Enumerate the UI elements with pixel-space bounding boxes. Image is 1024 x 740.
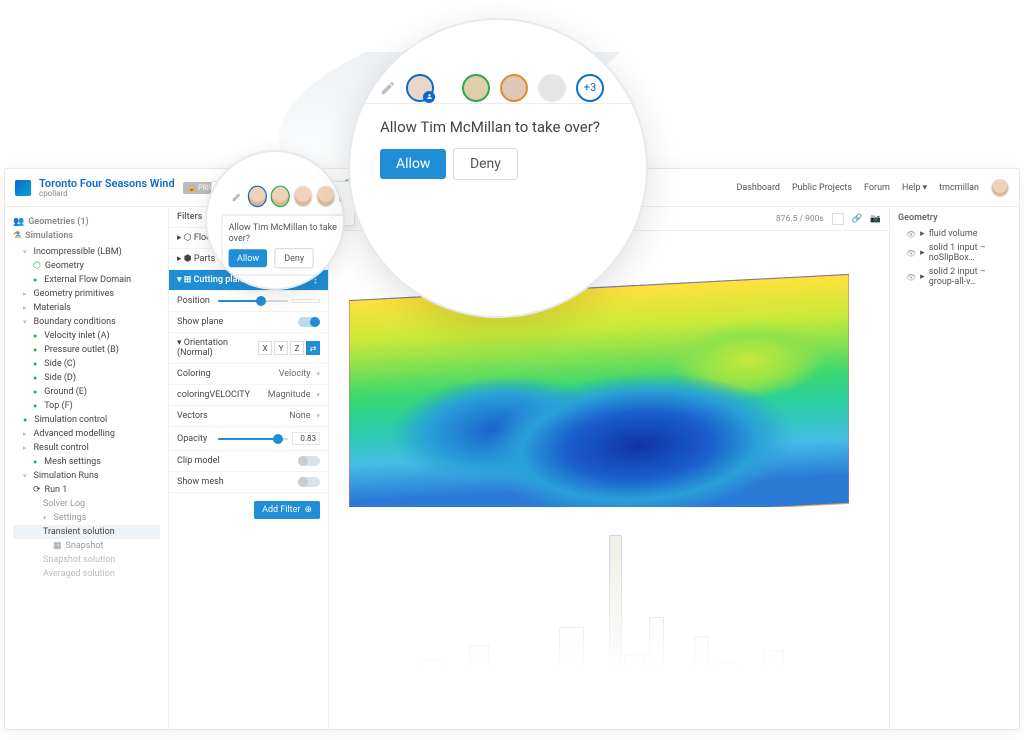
project-owner: cpollard xyxy=(39,189,175,198)
link-icon[interactable]: 🔗 xyxy=(852,214,863,224)
tree-runs[interactable]: Simulation Runs xyxy=(13,469,160,483)
nav-public-projects[interactable]: Public Projects xyxy=(792,183,852,193)
tree-solver-log[interactable]: Solver Log xyxy=(13,497,160,511)
row-clip-model: Clip model xyxy=(169,451,328,472)
tree-res-ctrl[interactable]: Result control xyxy=(13,441,160,455)
row-position: Position xyxy=(169,291,328,312)
tree-bc-f[interactable]: Top (F) xyxy=(13,399,160,413)
row-show-mesh: Show mesh xyxy=(169,472,328,493)
axis-z[interactable]: Z xyxy=(290,341,304,355)
tree-geometry[interactable]: ⬡ Geometry xyxy=(13,259,160,273)
add-filter-button[interactable]: Add Filter ⊕ xyxy=(254,501,320,519)
coloring-select[interactable]: Velocity xyxy=(279,369,320,379)
tree-bc-e[interactable]: Ground (E) xyxy=(13,385,160,399)
row-show-plane: Show plane xyxy=(169,312,328,333)
tree-transient[interactable]: Transient solution xyxy=(13,525,160,539)
tree-sim-control[interactable]: Simulation control xyxy=(13,413,160,427)
allow-button-large[interactable]: Allow xyxy=(380,149,446,179)
tree-bc-d[interactable]: Side (D) xyxy=(13,371,160,385)
row-vectors: VectorsNone xyxy=(169,406,328,427)
viewport-fade xyxy=(329,549,889,729)
tree-ext-flow[interactable]: External Flow Domain xyxy=(13,273,160,287)
app-logo[interactable] xyxy=(15,180,31,196)
mag-big-plus: +3 xyxy=(576,74,604,102)
mag-big-avatar-3 xyxy=(500,74,528,102)
position-slider[interactable] xyxy=(218,296,288,306)
cfd-cutting-plane xyxy=(349,274,849,530)
row-orientation: ▾ Orientation (Normal) X Y Z ⇄ xyxy=(169,333,328,364)
tree-adv-model[interactable]: Advanced modelling xyxy=(13,427,160,441)
top-nav: Dashboard Public Projects Forum Help ▾ t… xyxy=(736,179,1009,197)
tree-bc-b[interactable]: Pressure outlet (B) xyxy=(13,343,160,357)
mag-avatar-4 xyxy=(316,186,335,208)
camera-icon[interactable]: 📷 xyxy=(870,214,881,224)
show-plane-toggle[interactable] xyxy=(298,317,320,327)
mag-big-avatar-1 xyxy=(406,74,434,102)
geom-item-1[interactable]: ▸ fluid volume xyxy=(898,227,1011,241)
opacity-value[interactable]: 0.83 xyxy=(292,432,320,445)
mag-avatar-2 xyxy=(270,186,289,208)
edit-icon xyxy=(380,80,396,96)
geom-item-2[interactable]: ▸ solid 1 input – noSlipBox… xyxy=(898,241,1011,265)
tree-bc-a[interactable]: Velocity inlet (A) xyxy=(13,329,160,343)
tree-settings[interactable]: Settings xyxy=(13,511,160,525)
tree-geom-prim[interactable]: Geometry primitives xyxy=(13,287,160,301)
axis-y[interactable]: Y xyxy=(274,341,288,355)
mag-avatar-3 xyxy=(293,186,312,208)
show-mesh-toggle[interactable] xyxy=(298,477,320,487)
row-coloring-vel: coloringVELOCITYMagnitude xyxy=(169,385,328,406)
opacity-slider[interactable] xyxy=(218,434,288,444)
mag-big-avatar-4 xyxy=(538,74,566,102)
geometry-panel-title: Geometry xyxy=(898,213,1011,223)
nav-help[interactable]: Help ▾ xyxy=(902,183,927,193)
axis-buttons: X Y Z ⇄ xyxy=(258,341,320,355)
person-icon xyxy=(426,93,433,100)
tree-materials[interactable]: Materials xyxy=(13,301,160,315)
row-opacity: Opacity 0.83 xyxy=(169,427,328,451)
mag-avatar-1 xyxy=(247,186,266,208)
deny-button-large[interactable]: Deny xyxy=(453,148,518,180)
mag-small-question: Allow Tim McMillan to take over? xyxy=(229,222,345,244)
mag-small-deny: Deny xyxy=(275,248,314,268)
project-heading: Toronto Four Seasons Wind cpollard xyxy=(39,177,175,198)
tree-snapshot[interactable]: ▦ Snapshot xyxy=(13,539,160,553)
nav-username[interactable]: tmcmillan xyxy=(939,183,979,193)
nav-forum[interactable]: Forum xyxy=(864,183,890,193)
tree-simulations[interactable]: ⚗ Simulations xyxy=(13,231,160,241)
vectors-select[interactable]: None xyxy=(289,411,320,421)
mag-topline: +3 xyxy=(350,80,646,104)
magnifier-small: +3 Allow Tim McMillan to take over? Allo… xyxy=(205,150,345,290)
tree-run1[interactable]: ⟳ Run 1 xyxy=(13,483,160,497)
axis-swap[interactable]: ⇄ xyxy=(306,341,320,355)
row-coloring: ColoringVelocity xyxy=(169,364,328,385)
tree-avg-sol[interactable]: Averaged solution xyxy=(13,567,160,581)
tree-snap-sol[interactable]: Snapshot solution xyxy=(13,553,160,567)
geometry-panel: Geometry ▸ fluid volume ▸ solid 1 input … xyxy=(889,207,1019,729)
tree-mesh[interactable]: Mesh settings xyxy=(13,455,160,469)
tree-geometries[interactable]: 👥 Geometries (1) xyxy=(13,217,160,227)
tree-bc[interactable]: Boundary conditions xyxy=(13,315,160,329)
magnifier-large: +3 Allow Tim McMillan to take over? Allo… xyxy=(348,18,648,318)
geom-item-3[interactable]: ▸ solid 2 input – group-all-v… xyxy=(898,265,1011,289)
mag-big-avatar-2 xyxy=(462,74,490,102)
view-mode-1[interactable] xyxy=(832,213,844,225)
axis-x[interactable]: X xyxy=(258,341,272,355)
takeover-question-large: Allow Tim McMillan to take over? xyxy=(380,118,616,136)
coloring-vel-select[interactable]: Magnitude xyxy=(268,390,320,400)
user-avatar[interactable] xyxy=(991,179,1009,197)
tree-bc-c[interactable]: Side (C) xyxy=(13,357,160,371)
tree-sim-name[interactable]: Incompressible (LBM) xyxy=(13,245,160,259)
edit-icon xyxy=(231,189,244,203)
clip-model-toggle[interactable] xyxy=(298,456,320,466)
position-value[interactable] xyxy=(292,299,320,303)
time-readout: 876.5 / 900s xyxy=(776,214,824,224)
simulation-tree: 👥 Geometries (1) ⚗ Simulations Incompres… xyxy=(5,207,169,729)
nav-dashboard[interactable]: Dashboard xyxy=(736,183,780,193)
mag-small-allow: Allow xyxy=(229,249,268,267)
